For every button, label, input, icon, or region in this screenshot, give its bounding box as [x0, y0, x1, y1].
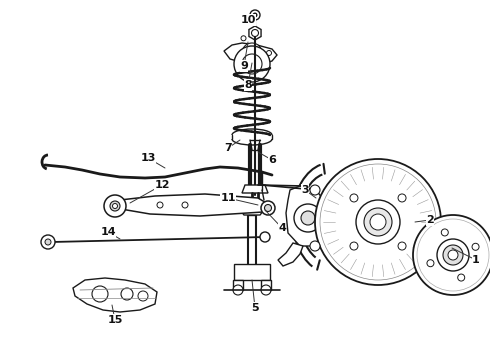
- Circle shape: [241, 65, 246, 70]
- Text: 2: 2: [426, 215, 434, 225]
- Circle shape: [350, 242, 358, 250]
- Circle shape: [241, 36, 246, 41]
- Circle shape: [448, 250, 458, 260]
- Text: 5: 5: [251, 303, 259, 313]
- Circle shape: [310, 185, 320, 195]
- Circle shape: [417, 219, 489, 291]
- Circle shape: [247, 48, 257, 58]
- Circle shape: [113, 203, 118, 208]
- Circle shape: [252, 13, 258, 18]
- Circle shape: [157, 202, 163, 208]
- Circle shape: [472, 243, 479, 250]
- Text: 15: 15: [107, 315, 122, 325]
- Circle shape: [310, 241, 320, 251]
- Circle shape: [370, 214, 386, 230]
- Text: 8: 8: [244, 80, 252, 90]
- Circle shape: [92, 286, 108, 302]
- Circle shape: [265, 204, 271, 212]
- Circle shape: [350, 194, 358, 202]
- Circle shape: [242, 54, 262, 74]
- Circle shape: [41, 235, 55, 249]
- Circle shape: [441, 229, 448, 236]
- Polygon shape: [224, 43, 277, 65]
- Circle shape: [437, 239, 469, 271]
- Circle shape: [110, 201, 120, 211]
- Polygon shape: [249, 26, 261, 40]
- Text: 3: 3: [301, 185, 309, 195]
- Circle shape: [267, 50, 271, 55]
- Circle shape: [413, 215, 490, 295]
- Text: 1: 1: [472, 255, 480, 265]
- Polygon shape: [73, 278, 157, 312]
- Circle shape: [301, 211, 315, 225]
- Circle shape: [242, 43, 262, 63]
- Text: 6: 6: [268, 155, 276, 165]
- Circle shape: [261, 201, 275, 215]
- Text: 12: 12: [154, 180, 170, 190]
- Polygon shape: [115, 194, 268, 216]
- Polygon shape: [233, 280, 243, 290]
- Circle shape: [104, 195, 126, 217]
- Circle shape: [260, 232, 270, 242]
- Text: 14: 14: [100, 227, 116, 237]
- Circle shape: [233, 285, 243, 295]
- Text: 9: 9: [240, 61, 248, 71]
- Circle shape: [458, 274, 465, 281]
- Circle shape: [443, 245, 463, 265]
- Circle shape: [320, 164, 436, 280]
- Circle shape: [138, 291, 148, 301]
- Polygon shape: [261, 280, 271, 290]
- Polygon shape: [286, 186, 328, 246]
- Circle shape: [356, 200, 400, 244]
- Polygon shape: [242, 185, 268, 193]
- Text: 13: 13: [140, 153, 156, 163]
- Text: 7: 7: [224, 143, 232, 153]
- Circle shape: [45, 239, 51, 245]
- Circle shape: [427, 260, 434, 267]
- Polygon shape: [278, 243, 303, 266]
- Circle shape: [398, 194, 406, 202]
- Circle shape: [294, 204, 322, 232]
- Text: 10: 10: [240, 15, 256, 25]
- Circle shape: [364, 208, 392, 236]
- Polygon shape: [240, 210, 264, 215]
- Circle shape: [398, 242, 406, 250]
- Polygon shape: [234, 264, 270, 280]
- Text: 4: 4: [278, 223, 286, 233]
- Circle shape: [261, 285, 271, 295]
- Circle shape: [234, 46, 270, 82]
- Circle shape: [315, 159, 441, 285]
- Circle shape: [121, 288, 133, 300]
- Circle shape: [250, 10, 260, 20]
- Circle shape: [182, 202, 188, 208]
- Text: 11: 11: [220, 193, 236, 203]
- Circle shape: [251, 30, 259, 36]
